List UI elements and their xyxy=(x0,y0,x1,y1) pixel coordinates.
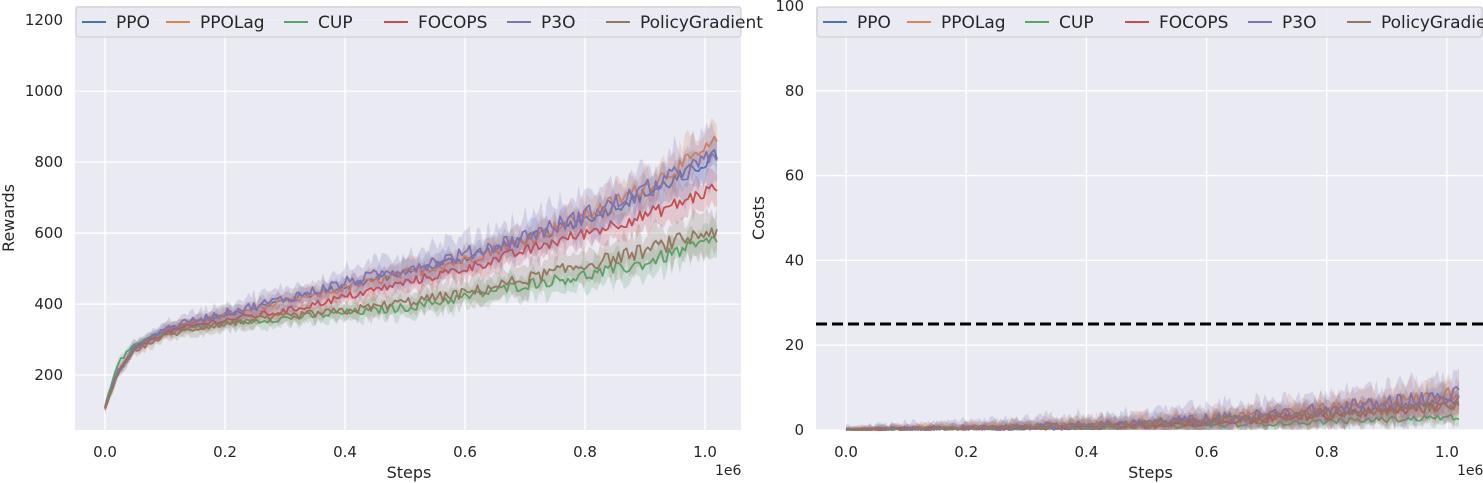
legend-label-policygradient: PolicyGradient xyxy=(1381,13,1483,33)
y-tick-label: 1200 xyxy=(25,11,63,29)
y-tick-label: 800 xyxy=(34,153,63,171)
series-group xyxy=(845,367,1460,431)
series-band-focops xyxy=(846,388,1459,430)
costs-chart: 0.0 0.2 0.4 0.6 0.8 1.0 0 20 40 60 80 100 Steps Costs… xyxy=(749,0,1483,482)
x-axis-label: Steps xyxy=(387,463,432,482)
legend-label-ppo: PPO xyxy=(116,13,150,33)
series-group xyxy=(104,117,718,414)
legend-box xyxy=(75,6,742,38)
series-band-focops xyxy=(105,168,717,411)
x-tick-label: 1.0 xyxy=(693,443,717,461)
legend-label-cup: CUP xyxy=(318,13,353,33)
legend-label-ppolag: PPOLag xyxy=(200,13,265,33)
x-tick-label: 0.0 xyxy=(834,443,858,461)
y-tick-label: 400 xyxy=(34,295,63,313)
y-tick-label: 200 xyxy=(34,366,63,384)
y-axis-label: Costs xyxy=(749,196,768,240)
legend: PPO PPOLag CUP FOCOPS P3O PolicyGradient xyxy=(75,6,763,38)
legend-label-p3o: P3O xyxy=(541,13,575,33)
y-tick-label: 20 xyxy=(785,336,804,354)
legend-label-cup: CUP xyxy=(1059,13,1094,33)
y-axis-label: Rewards xyxy=(0,184,18,252)
series-line-p3o xyxy=(104,150,718,408)
x-tick-label: 0.0 xyxy=(93,443,117,461)
x-tick-label: 0.4 xyxy=(333,443,357,461)
legend-label-policygradient: PolicyGradient xyxy=(640,13,763,33)
series-line-focops xyxy=(104,183,718,409)
rewards-chart: 0.0 0.2 0.4 0.6 0.8 1.0 200 400 600 800 1000 1200 St… xyxy=(0,6,763,482)
plot-area xyxy=(75,6,741,430)
legend: PPO PPOLag CUP FOCOPS P3O PolicyGradient xyxy=(816,6,1483,38)
series-line-cup xyxy=(104,236,718,407)
x-axis-label: Steps xyxy=(1128,463,1173,482)
legend-label-ppo: PPO xyxy=(857,13,891,33)
y-tick-label: 100 xyxy=(775,0,804,15)
x-tick-label: 1.0 xyxy=(1435,443,1459,461)
x-tick-label: 0.4 xyxy=(1074,443,1098,461)
series-line-policygradient xyxy=(104,227,718,409)
x-tick-label: 0.2 xyxy=(213,443,237,461)
legend-label-focops: FOCOPS xyxy=(418,13,487,33)
series-band-policygradient xyxy=(846,382,1459,430)
x-tick-label: 0.2 xyxy=(954,443,978,461)
series-band-cup xyxy=(105,215,717,411)
x-tick-label: 0.6 xyxy=(1195,443,1219,461)
y-tick-label: 60 xyxy=(785,167,804,185)
x-tick-label: 0.8 xyxy=(1315,443,1339,461)
series-band-policygradient xyxy=(105,206,717,411)
x-scale-label: 1e6 xyxy=(715,463,742,479)
legend-label-focops: FOCOPS xyxy=(1159,13,1228,33)
legend-label-ppolag: PPOLag xyxy=(941,13,1006,33)
y-tick-label: 0 xyxy=(794,421,804,439)
y-tick-label: 1000 xyxy=(25,82,63,100)
series-line-policygradient xyxy=(845,400,1460,431)
y-tick-label: 600 xyxy=(34,224,63,242)
x-scale-label: 1e6 xyxy=(1457,463,1483,479)
y-tick-label: 80 xyxy=(785,82,804,100)
y-tick-label: 40 xyxy=(785,251,804,269)
series-band-ppolag xyxy=(105,117,717,414)
x-tick-label: 0.6 xyxy=(453,443,477,461)
legend-box xyxy=(816,6,1483,38)
x-tick-label: 0.8 xyxy=(573,443,597,461)
plot-area xyxy=(816,6,1483,430)
legend-label-p3o: P3O xyxy=(1282,13,1316,33)
